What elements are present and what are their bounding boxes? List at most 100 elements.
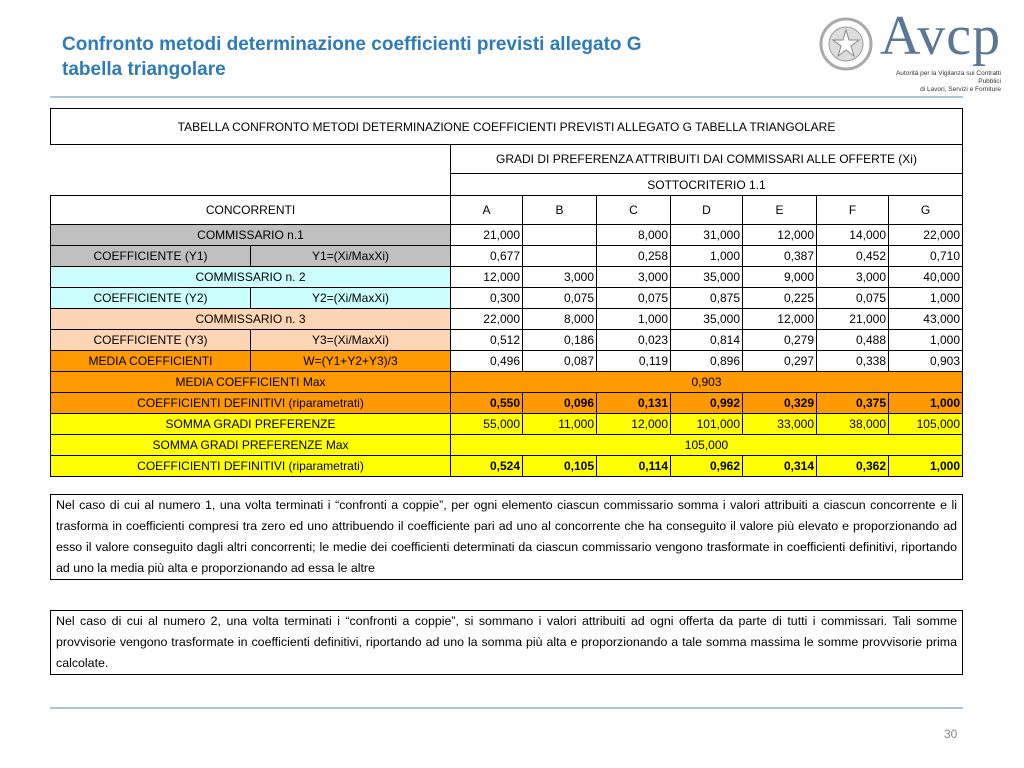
cell-value: 101,000 bbox=[670, 413, 743, 435]
table: TABELLA CONFRONTO METODI DETERMINAZIONE … bbox=[50, 108, 963, 477]
cell-value: 0,105 bbox=[522, 455, 597, 477]
note: Nel caso di cui al numero 1, una volta t… bbox=[50, 494, 963, 580]
table-row: MEDIA COEFFICIENTI Max 0,903 bbox=[50, 371, 963, 393]
cell-value: 0,992 bbox=[670, 392, 743, 414]
cell-value: 35,000 bbox=[670, 266, 743, 288]
cell-value: 38,000 bbox=[816, 413, 889, 435]
row-label: MEDIA COEFFICIENTI bbox=[50, 350, 251, 372]
table-row: TABELLA CONFRONTO METODI DETERMINAZIONE … bbox=[50, 108, 963, 145]
cell-value bbox=[522, 245, 597, 267]
logo-caption: Autorità per la Vigilanza sui Contratti … bbox=[876, 70, 1001, 94]
row-label: MEDIA COEFFICIENTI Max bbox=[50, 371, 451, 393]
cell-value: 0,186 bbox=[522, 329, 597, 351]
table-title: TABELLA CONFRONTO METODI DETERMINAZIONE … bbox=[50, 108, 963, 145]
page-number: 30 bbox=[944, 727, 958, 741]
cell-value: 0,550 bbox=[450, 392, 523, 414]
row-label: SOMMA GRADI PREFERENZE Max bbox=[50, 434, 451, 456]
table-row: COMMISSARIO n. 2 12,000 3,000 3,000 35,000 9,… bbox=[50, 266, 963, 288]
column-header: C bbox=[596, 195, 671, 225]
note: Nel caso di cui al numero 2, una volta t… bbox=[50, 610, 963, 675]
cell-value: 0,297 bbox=[742, 350, 817, 372]
cell-value: 35,000 bbox=[670, 308, 743, 330]
cell-value: 0,258 bbox=[596, 245, 671, 267]
cell-value: 3,000 bbox=[522, 266, 597, 288]
row-label: COEFFICIENTE (Y1) bbox=[50, 245, 251, 267]
cell-value: 43,000 bbox=[888, 308, 963, 330]
cell-value: 0,875 bbox=[670, 287, 743, 309]
title-line: Confronto metodi determinazione coeffici… bbox=[62, 34, 642, 55]
table-row: COMMISSARIO n. 3 22,000 8,000 1,000 35,000 12… bbox=[50, 308, 963, 330]
table-row: CONCORRENTI A B C D E F G bbox=[50, 195, 963, 225]
cell-value: 1,000 bbox=[596, 308, 671, 330]
wordmark: Avcp bbox=[880, 5, 1002, 67]
table-row: COEFFICIENTE (Y1) Y1=(Xi/MaxXi) 0,677 0,258… bbox=[50, 245, 963, 267]
row-label: COMMISSARIO n.1 bbox=[50, 224, 451, 246]
cell-value: 14,000 bbox=[816, 224, 889, 246]
cell-value: 0,023 bbox=[596, 329, 671, 351]
row-label: COEFFICIENTE (Y3) bbox=[50, 329, 251, 351]
cell-value: 0,119 bbox=[596, 350, 671, 372]
cell-total: 105,000 bbox=[450, 434, 963, 456]
cell-value: 0,087 bbox=[522, 350, 597, 372]
cell-value: 0,387 bbox=[742, 245, 817, 267]
cell-value: 0,710 bbox=[888, 245, 963, 267]
cell-value: 0,496 bbox=[450, 350, 523, 372]
cell-value: 3,000 bbox=[816, 266, 889, 288]
title-line: tabella triangolare bbox=[62, 59, 226, 80]
table-row: COMMISSARIO n.1 21,000 8,000 31,000 12,000 14… bbox=[50, 224, 963, 246]
column-header: G bbox=[888, 195, 963, 225]
cell-value: 0,338 bbox=[816, 350, 889, 372]
cell-value: 40,000 bbox=[888, 266, 963, 288]
cell-value: 0,225 bbox=[742, 287, 817, 309]
cell-value: 0,814 bbox=[670, 329, 743, 351]
row-formula: Y3=(Xi/MaxXi) bbox=[250, 329, 451, 351]
row-label: COEFFICIENTE (Y2) bbox=[50, 287, 251, 309]
logo: Avcp Autorità per la Vigilanza sui Contr… bbox=[818, 5, 1008, 94]
cell-value: 1,000 bbox=[888, 455, 963, 477]
cell-value: 0,075 bbox=[596, 287, 671, 309]
cell-total: 0,903 bbox=[450, 371, 963, 393]
cell-value: 1,000 bbox=[888, 329, 963, 351]
row-label: COEFFICIENTI DEFINITIVI (riparametrati) bbox=[50, 392, 451, 414]
cell-value: 0,096 bbox=[522, 392, 597, 414]
emblem bbox=[819, 17, 873, 71]
cell-value: 0,075 bbox=[522, 287, 597, 309]
cell-value: 0,375 bbox=[816, 392, 889, 414]
group-header: GRADI DI PREFERENZA ATTRIBUITI DAI COMMI… bbox=[450, 144, 963, 174]
row-label: COMMISSARIO n. 2 bbox=[50, 266, 451, 288]
column-header: E bbox=[742, 195, 817, 225]
cell-value: 0,329 bbox=[742, 392, 817, 414]
table-row: GRADI DI PREFERENZA ATTRIBUITI DAI COMMI… bbox=[51, 144, 963, 174]
cell-value: 1,000 bbox=[888, 392, 963, 414]
cell-value: 0,524 bbox=[450, 455, 523, 477]
cell-value: 9,000 bbox=[742, 266, 817, 288]
cell-value: 0,362 bbox=[816, 455, 889, 477]
cell-value: 12,000 bbox=[742, 224, 817, 246]
column-header: CONCORRENTI bbox=[50, 195, 451, 225]
cell-value: 8,000 bbox=[522, 308, 597, 330]
cell-value: 0,279 bbox=[742, 329, 817, 351]
cell-value: 33,000 bbox=[742, 413, 817, 435]
row-label: COEFFICIENTI DEFINITIVI (riparametrati) bbox=[50, 455, 451, 477]
table-row: COEFFICIENTE (Y2) Y2=(Xi/MaxXi) 0,300 0,075… bbox=[50, 287, 963, 309]
table-row: SOMMA GRADI PREFERENZE Max 105,000 bbox=[50, 434, 963, 456]
cell-value: 12,000 bbox=[450, 266, 523, 288]
cell-value: 12,000 bbox=[742, 308, 817, 330]
cell-value: 105,000 bbox=[888, 413, 963, 435]
table-row: COEFFICIENTI DEFINITIVI (riparametrati) 0… bbox=[50, 392, 963, 414]
cell-value: 8,000 bbox=[596, 224, 671, 246]
cell-value: 0,114 bbox=[596, 455, 671, 477]
column-header: F bbox=[816, 195, 889, 225]
cell-value: 0,300 bbox=[450, 287, 523, 309]
caption-line: Autorità per la Vigilanza sui Contratti … bbox=[895, 70, 1001, 85]
cell-value: 0,903 bbox=[888, 350, 963, 372]
cell-value: 22,000 bbox=[888, 224, 963, 246]
table-row: MEDIA COEFFICIENTI W=(Y1+Y2+Y3)/3 0,496 0,0… bbox=[50, 350, 963, 372]
slide-title: Confronto metodi determinazione coeffici… bbox=[62, 32, 642, 82]
caption-line: di Lavori, Servizi e Forniture bbox=[920, 86, 1001, 93]
cell-value: 0,962 bbox=[670, 455, 743, 477]
divider bbox=[50, 96, 963, 98]
cell-value: 0,131 bbox=[596, 392, 671, 414]
cell-value: 0,075 bbox=[816, 287, 889, 309]
